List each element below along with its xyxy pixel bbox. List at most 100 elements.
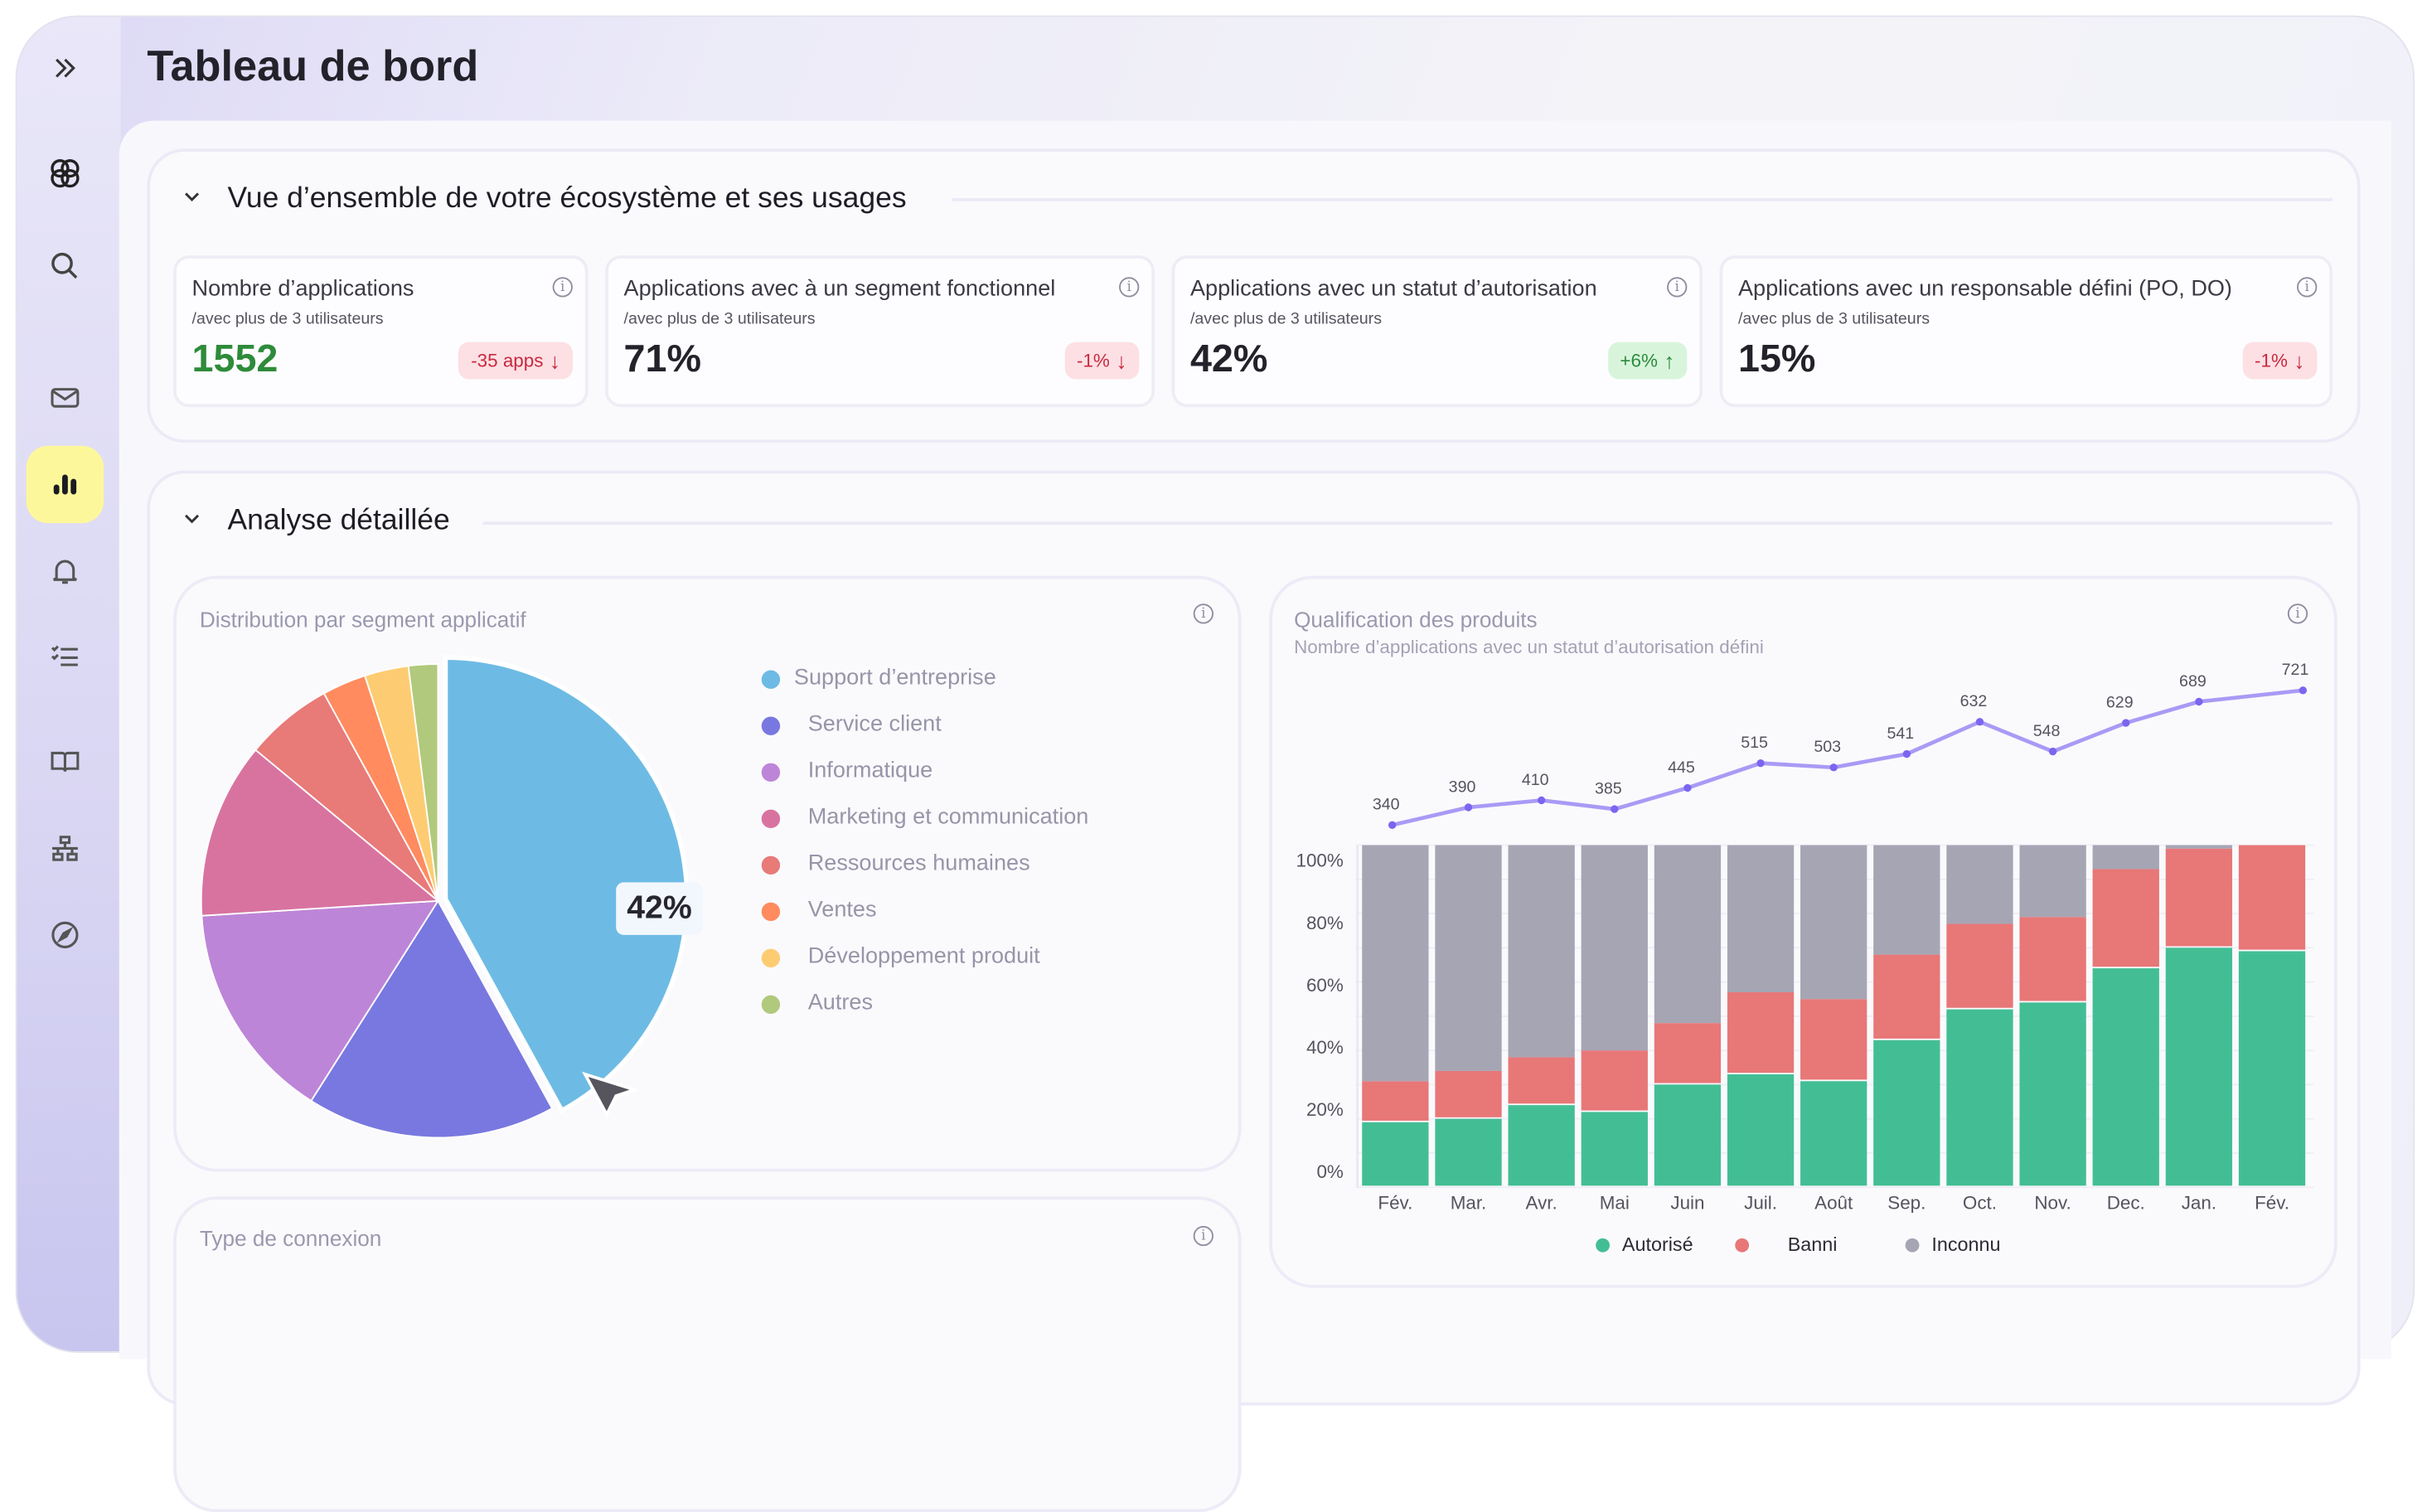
bar-segment-inconnu[interactable] [1435,845,1502,1071]
bar-segment-autorisé[interactable] [1581,1112,1648,1186]
bar-segment-banni[interactable] [1727,991,1795,1073]
info-icon[interactable]: i [1193,1225,1214,1247]
line-point[interactable] [1902,749,1911,758]
kpi-delta-badge: +6% ↑ [1607,342,1688,380]
pie-slice[interactable] [200,749,440,917]
legend-item[interactable]: Marketing et communication [807,804,1089,830]
line-point[interactable] [1756,758,1765,768]
line-point[interactable] [2195,697,2203,706]
sidebar-item-mail[interactable] [27,359,104,436]
legend-item[interactable]: Autorisé [1621,1233,1693,1256]
sidebar-item-organization[interactable] [27,811,104,888]
bar-segment-autorisé[interactable] [1362,1122,1429,1186]
bar-segment-banni[interactable] [2092,869,2159,967]
bar-segment-autorisé[interactable] [1435,1118,1502,1186]
info-icon[interactable]: i [1119,277,1140,298]
legend-item[interactable]: Autres [807,991,874,1015]
bar-segment-inconnu[interactable] [2092,845,2159,870]
bar-segment-banni[interactable] [2165,848,2233,947]
bar-segment-autorisé[interactable] [2238,951,2306,1186]
mail-icon [51,388,80,408]
line-point[interactable] [1388,821,1397,829]
bar-segment-banni[interactable] [1800,999,1867,1080]
bar-segment-autorisé[interactable] [1654,1084,1722,1186]
line-point[interactable] [1537,796,1546,805]
kpi-subtitle: /avec plus de 3 utilisateurs [1189,309,1383,328]
legend-item[interactable]: Développement produit [807,944,1040,969]
line-point[interactable] [1829,763,1838,772]
info-icon[interactable]: i [1193,603,1214,624]
pie-slice[interactable] [201,899,440,1102]
bar-segment-banni[interactable] [1654,1023,1722,1083]
kpi-value: 42% [1189,337,1268,381]
line-point[interactable] [2299,686,2308,695]
bar-segment-banni[interactable] [1873,954,1940,1039]
bar-segment-autorisé[interactable] [1508,1105,1575,1186]
sidebar-item-dashboard[interactable] [26,445,104,524]
legend-item[interactable]: Support d’entreprise [793,665,996,691]
line-point[interactable] [1975,718,1984,726]
bar-segment-autorisé[interactable] [1946,1009,2013,1186]
bell-icon [53,560,77,584]
bar-segment-inconnu[interactable] [1946,845,2013,924]
info-icon[interactable]: i [2297,277,2318,298]
sidebar-item-catalog[interactable] [27,723,104,800]
bar-segment-inconnu[interactable] [1362,845,1429,1082]
kpi-value: 71% [623,337,701,381]
search-icon [51,252,78,279]
bar-segment-autorisé[interactable] [1873,1040,1940,1186]
bar-segment-inconnu[interactable] [2019,845,2086,918]
info-icon[interactable]: i [1667,277,1688,298]
legend-dot [761,809,781,829]
legend-item[interactable]: Ventes [807,898,877,923]
pie-slice[interactable] [310,899,554,1139]
bar-segment-autorisé[interactable] [2165,947,2233,1186]
network-icon [52,836,78,861]
bar-segment-autorisé[interactable] [2092,968,2159,1186]
sidebar-item-tasks[interactable] [27,618,104,695]
sidebar-item-notifications[interactable] [27,532,104,609]
line-point[interactable] [1683,783,1692,792]
bar-segment-banni[interactable] [2019,917,2086,1001]
logo[interactable] [27,134,104,211]
legend-item[interactable]: Banni [1787,1233,1838,1256]
bar-segment-banni[interactable] [1362,1081,1429,1121]
bar-segment-banni[interactable] [1435,1070,1502,1117]
bar-segment-inconnu[interactable] [2165,845,2233,849]
expand-sidebar-button[interactable] [27,29,104,106]
info-icon[interactable]: i [2287,603,2308,624]
collapse-analysis-button[interactable] [182,509,201,532]
bar-segment-autorisé[interactable] [2019,1002,2086,1186]
bar-segment-inconnu[interactable] [1800,845,1867,1000]
pie-slice[interactable] [407,663,439,901]
bar-segment-autorisé[interactable] [1727,1074,1795,1186]
legend-item[interactable]: Service client [807,711,942,737]
bar-segment-inconnu[interactable] [1873,845,1940,955]
bar-chart-icon [53,474,77,495]
info-icon[interactable]: i [552,277,573,298]
search-button[interactable] [27,227,104,304]
legend-item[interactable]: Inconnu [1931,1233,2001,1256]
bar-segment-inconnu[interactable] [1654,845,1722,1024]
line-point[interactable] [2048,747,2057,756]
line-point[interactable] [2122,719,2130,727]
y-tick-label: 40% [1306,1037,1344,1058]
checklist-icon [51,645,78,666]
kpi-card: Applications avec un statut d’autorisati… [1171,255,1703,408]
bar-segment-inconnu[interactable] [1508,845,1575,1058]
line-point[interactable] [1611,805,1619,813]
bar-segment-inconnu[interactable] [1581,845,1648,1051]
pie-slice[interactable] [443,655,690,1114]
bar-segment-banni[interactable] [2238,845,2306,950]
legend-item[interactable]: Ressources humaines [807,851,1030,876]
bar-segment-banni[interactable] [1508,1057,1575,1104]
bar-segment-autorisé[interactable] [1800,1081,1867,1186]
bar-segment-banni[interactable] [1581,1050,1648,1111]
kpi-value: 15% [1737,337,1816,381]
bar-segment-inconnu[interactable] [1727,845,1795,992]
collapse-overview-button[interactable] [182,187,201,211]
sidebar-item-explore[interactable] [27,896,104,973]
bar-segment-banni[interactable] [1946,923,2013,1008]
legend-item[interactable]: Informatique [807,758,933,783]
line-point[interactable] [1464,803,1473,812]
